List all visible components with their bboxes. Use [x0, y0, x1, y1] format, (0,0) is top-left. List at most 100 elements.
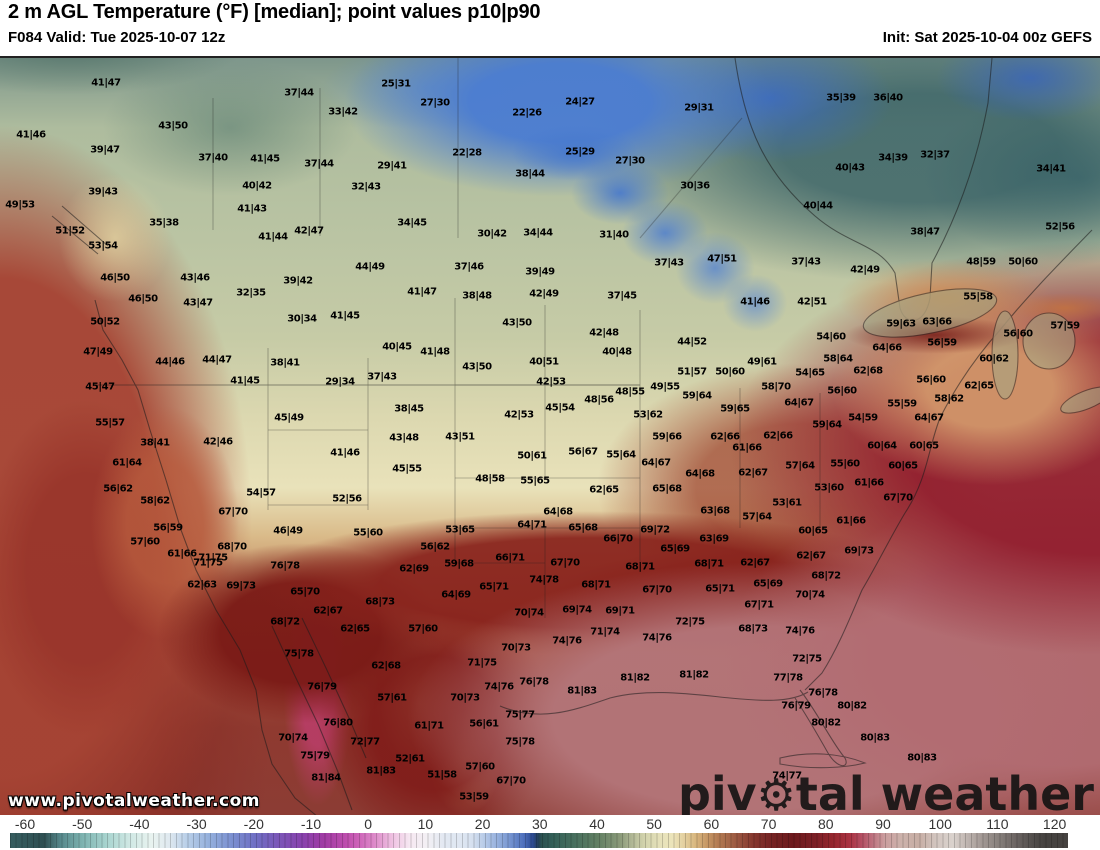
point-value-label: 53|60	[814, 482, 844, 494]
colorbar-tick: 110	[986, 816, 1009, 832]
point-value-label: 63|69	[699, 533, 729, 545]
point-value-label: 29|41	[377, 160, 407, 172]
point-value-label: 29|31	[684, 102, 714, 114]
point-value-label: 55|58	[963, 291, 993, 303]
point-value-label: 40|44	[803, 200, 833, 212]
point-value-label: 65|69	[753, 578, 783, 590]
point-value-label: 68|72	[811, 570, 841, 582]
point-value-label: 38|41	[270, 357, 300, 369]
point-value-label: 61|64	[112, 457, 142, 469]
point-value-label: 65|68	[652, 483, 682, 495]
point-value-label: 76|78	[808, 687, 838, 699]
point-value-label: 70|74	[514, 607, 544, 619]
point-value-label: 64|69	[441, 589, 471, 601]
colorbar-tick: -20	[243, 816, 264, 832]
point-value-label: 68|71	[581, 579, 611, 591]
point-value-label: 74|76	[785, 625, 815, 637]
point-value-label: 56|60	[916, 374, 946, 386]
point-value-label: 58|64	[823, 353, 853, 365]
page-title: 2 m AGL Temperature (°F) [median]; point…	[8, 1, 541, 23]
point-value-label: 39|42	[283, 275, 313, 287]
gulf-coastline	[499, 691, 809, 715]
point-value-label: 57|60	[408, 623, 438, 635]
point-value-label: 56|60	[1003, 328, 1033, 340]
point-value-label: 45|47	[85, 381, 115, 393]
point-value-label: 67|70	[218, 506, 248, 518]
point-value-label: 38|45	[394, 403, 424, 415]
point-value-label: 64|68	[685, 468, 715, 480]
point-value-label: 24|27	[565, 96, 595, 108]
point-value-label: 57|64	[742, 511, 772, 523]
point-value-label: 44|46	[155, 356, 185, 368]
point-value-label: 53|65	[445, 524, 475, 536]
point-value-label: 30|42	[477, 228, 507, 240]
colorbar-tick: -60	[14, 816, 36, 832]
point-value-label: 43|50	[158, 120, 188, 132]
point-value-label: 54|57	[246, 487, 276, 499]
point-value-label: 41|46	[330, 447, 360, 459]
point-value-label: 75|78	[505, 736, 535, 748]
point-value-label: 64|67	[641, 457, 671, 469]
brand-text-left: piv	[677, 767, 757, 815]
point-value-label: 62|67	[796, 550, 826, 562]
point-value-label: 39|43	[88, 186, 118, 198]
point-value-label: 67|70	[883, 492, 913, 504]
point-value-label: 38|48	[462, 290, 492, 302]
point-value-label: 48|58	[475, 473, 505, 485]
forecast-valid-label: F084 Valid: Tue 2025-10-07 12z	[8, 29, 226, 46]
point-value-label: 41|45	[230, 375, 260, 387]
point-value-label: 68|71	[694, 558, 724, 570]
point-value-label: 53|61	[772, 497, 802, 509]
west-coastline	[94, 299, 317, 815]
point-value-label: 80|82	[811, 717, 841, 729]
point-value-label: 75|78	[284, 648, 314, 660]
state-borders	[212, 58, 821, 618]
point-value-label: 50|60	[1008, 256, 1038, 268]
point-value-label: 62|65	[589, 484, 619, 496]
point-value-label: 59|65	[720, 403, 750, 415]
point-value-label: 68|72	[270, 616, 300, 628]
brand-text-right: tal weather	[795, 767, 1094, 815]
point-value-label: 47|51	[707, 253, 737, 265]
point-value-label: 48|55	[615, 386, 645, 398]
point-value-label: 41|45	[330, 310, 360, 322]
colorbar-tick: 0	[364, 816, 373, 832]
colorbar-tick: 20	[474, 816, 491, 832]
point-value-label: 43|50	[462, 361, 492, 373]
point-value-label: 68|73	[365, 596, 395, 608]
point-value-label: 72|75	[792, 653, 822, 665]
colorbar-tick: 100	[928, 816, 952, 832]
point-value-label: 52|61	[395, 753, 425, 765]
colorbar-tick: 60	[703, 816, 720, 832]
point-value-label: 57|60	[130, 536, 160, 548]
point-value-label: 50|61	[517, 450, 547, 462]
vancouver-island	[51, 205, 109, 255]
point-value-label: 68|70	[217, 541, 247, 553]
great-lakes	[862, 288, 1100, 414]
point-value-label: 81|83	[567, 685, 597, 697]
point-value-label: 71|75	[193, 557, 223, 569]
point-value-label: 75|79	[300, 750, 330, 762]
point-value-label: 52|56	[1045, 221, 1075, 233]
point-value-label: 68|71	[625, 561, 655, 573]
point-value-label: 56|61	[469, 718, 499, 730]
point-value-label: 72|75	[675, 616, 705, 628]
point-value-label: 81|84	[311, 772, 341, 784]
hudson-bay-coast	[734, 58, 993, 321]
point-value-label: 44|49	[355, 261, 385, 273]
point-value-label: 40|43	[835, 162, 865, 174]
point-value-label: 77|78	[773, 672, 803, 684]
point-value-label: 58|70	[761, 381, 791, 393]
point-value-label: 61|66	[854, 477, 884, 489]
point-value-label: 51|58	[427, 769, 457, 781]
point-value-label: 52|56	[332, 493, 362, 505]
point-value-label: 62|63	[187, 579, 217, 591]
point-value-label: 46|50	[128, 293, 158, 305]
point-value-label: 56|59	[927, 337, 957, 349]
colorbar-tick: 120	[1042, 816, 1067, 832]
point-value-label: 33|42	[328, 106, 358, 118]
point-value-label: 37|44	[304, 158, 334, 170]
point-value-label: 42|51	[797, 296, 827, 308]
point-value-label: 62|67	[738, 467, 768, 479]
point-value-label: 69|73	[226, 580, 256, 592]
